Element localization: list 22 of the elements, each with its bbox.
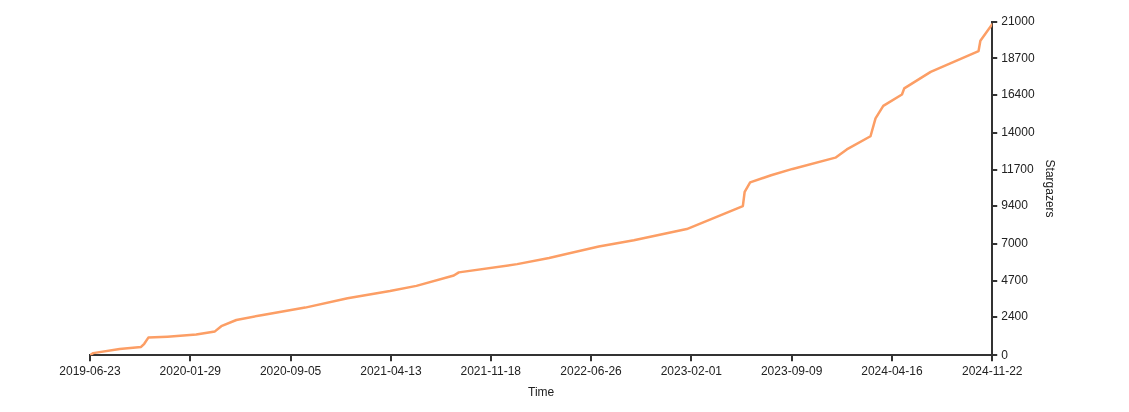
y-tick-label: 0 — [1001, 347, 1009, 362]
y-tick-label: 9400 — [1001, 198, 1029, 213]
x-tick-label: 2024-04-16 — [861, 363, 923, 378]
x-tick-label: 2024-11-22 — [961, 363, 1023, 378]
x-axis-title: Time — [528, 385, 555, 400]
y-tick-label: 18700 — [1001, 50, 1035, 65]
y-tick-label: 2400 — [1001, 309, 1029, 324]
y-axis-title: Stargazers — [1043, 159, 1058, 218]
y-tick-label: 14000 — [1001, 125, 1035, 140]
x-tick-label: 2019-06-23 — [59, 363, 122, 378]
x-tick-label: 2021-11-18 — [460, 363, 522, 378]
y-tick-label: 16400 — [1001, 87, 1035, 102]
x-tick-label: 2021-04-13 — [360, 363, 422, 378]
y-tick-label: 4700 — [1001, 272, 1029, 287]
x-tick-label: 2022-06-26 — [560, 363, 623, 378]
y-tick-label: 21000 — [1001, 14, 1035, 29]
x-tick-label: 2023-09-09 — [760, 363, 823, 378]
x-tick-label: 2020-01-29 — [159, 363, 222, 378]
x-tick-label: 2023-02-01 — [660, 363, 723, 378]
x-tick-label: 2020-09-05 — [259, 363, 322, 378]
y-tick-label: 11700 — [1001, 161, 1035, 176]
y-tick-label: 7000 — [1001, 236, 1029, 251]
